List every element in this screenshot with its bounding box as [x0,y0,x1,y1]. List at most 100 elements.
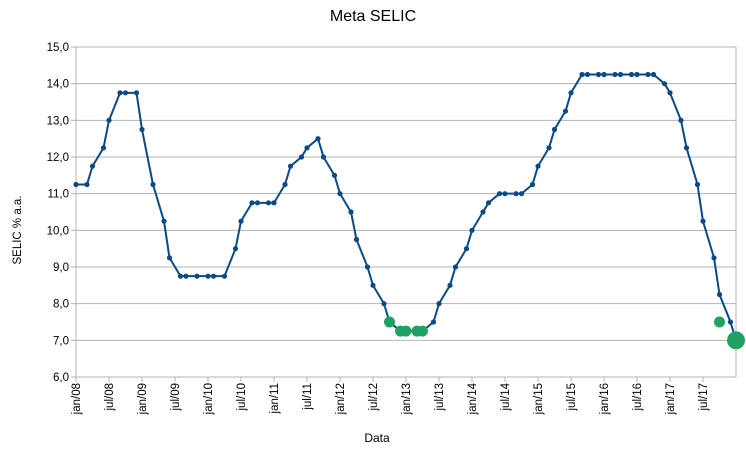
y-tick-label: 10,0 [47,225,69,237]
data-point [447,282,453,288]
data-point [645,71,651,78]
data-point [205,273,211,279]
x-tick-label: jan/08 [71,383,83,415]
data-point [117,90,123,96]
data-point [480,209,486,215]
data-point [546,145,552,151]
data-point [617,71,624,78]
data-point [106,117,112,123]
y-tick-label: 7,0 [53,335,69,347]
data-point [502,191,508,197]
y-tick-label: 15,0 [47,42,69,54]
chart-title: Meta SELIC [329,8,417,25]
x-tick-label: jul/09 [170,383,182,412]
data-point [716,291,723,298]
data-point [513,191,519,197]
data-point [298,154,305,160]
data-point [271,200,277,206]
highlight-point [714,316,725,328]
x-tick-label: jan/13 [401,383,413,415]
x-tick-label: jul/14 [500,382,512,411]
x-tick-label: jul/12 [368,383,380,412]
data-point [331,172,338,178]
data-point [315,136,321,142]
data-point [89,163,96,169]
data-point [122,90,129,96]
highlight-point [727,331,745,350]
data-point [430,319,437,325]
data-point [150,181,156,188]
x-tick-label: jul/08 [104,383,116,412]
data-point [463,246,470,252]
series-selic [73,71,739,343]
data-point [496,191,503,197]
data-point [601,71,607,78]
y-tick-labels: 6,0 7,0 8,0 9,0 10,0 11,0 12,0 13,0 14,0 15,0 [47,42,69,384]
data-point [265,200,272,206]
y-tick-label: 9,0 [53,262,69,274]
data-point [353,236,360,243]
data-point [139,126,145,133]
data-point [161,218,167,224]
x-tick-label: jan/16 [599,383,611,415]
data-point [194,273,200,279]
data-point [650,71,657,78]
data-point [364,264,371,270]
x-tick-label: jan/12 [335,383,347,415]
grid-lines [76,46,736,378]
x-tick-label: jan/10 [203,383,215,415]
data-point [436,301,442,307]
data-point [210,273,217,279]
data-point [727,319,734,325]
data-point [304,145,310,151]
y-tick-label: 8,0 [53,299,69,311]
series-line [76,73,737,341]
data-point [249,200,255,206]
x-tick-label: jan/17 [665,383,677,415]
x-tick-label: jan/11 [269,383,281,414]
data-point [595,71,602,78]
x-tick-label: jul/16 [632,383,644,412]
x-tick-label: jul/17 [698,383,710,412]
data-point [634,71,640,78]
data-point [584,71,591,78]
x-tick-label: jul/15 [566,383,578,412]
data-point [612,71,618,78]
data-point [73,181,79,188]
data-point [711,255,717,261]
y-tick-label: 13,0 [47,115,69,127]
x-tick-label: jan/09 [137,383,149,415]
data-point [370,282,376,288]
y-tick-label: 12,0 [47,152,69,164]
data-point [700,218,706,224]
data-point [562,108,569,114]
x-axis-label: Data [364,431,390,445]
data-point [529,181,536,188]
data-point [579,71,585,78]
data-point [678,117,684,123]
data-point [166,255,173,261]
x-tick-label: jan/15 [533,383,545,415]
data-point [348,209,354,215]
data-point [221,273,228,279]
data-point [683,145,690,151]
data-point [238,218,244,224]
data-point [337,191,343,197]
x-tick-label: jul/11 [302,383,314,411]
data-point [628,71,635,78]
data-point [568,90,574,96]
data-point [518,191,525,197]
data-point [661,81,668,87]
y-tick-label: 14,0 [47,79,69,91]
y-tick-label: 11,0 [47,189,69,201]
data-point [485,200,492,206]
highlight-point [417,325,428,337]
data-point [667,90,673,96]
data-point [177,273,184,279]
data-point [535,163,541,169]
x-tick-label: jul/10 [236,383,248,412]
data-point [469,227,475,233]
data-point [100,145,107,151]
data-point [694,181,701,188]
